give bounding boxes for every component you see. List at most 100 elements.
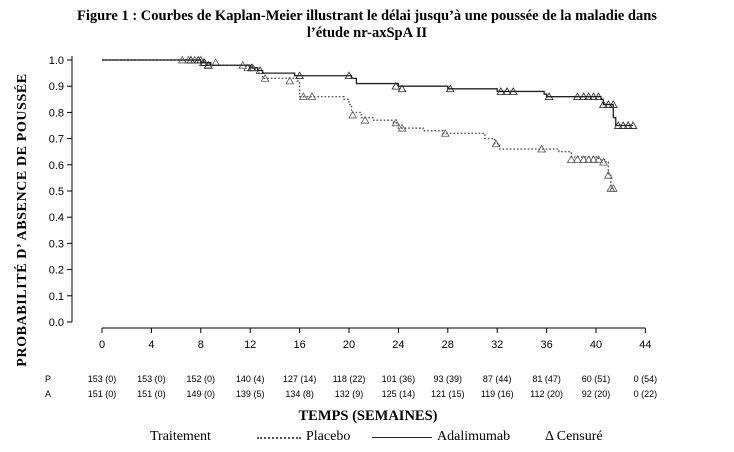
x-tick-label: 12 — [244, 339, 256, 351]
risk-cell: 0 (22) — [634, 389, 658, 399]
censored-marker-adalimumab — [628, 121, 638, 129]
censored-marker-adalimumab — [613, 121, 623, 129]
y-tick-label: 0.9 — [49, 81, 64, 93]
censored-marker-placebo — [594, 155, 603, 163]
censored-marker-placebo — [298, 92, 308, 101]
censored-marker-placebo — [260, 73, 270, 82]
censored-marker-placebo — [537, 144, 547, 153]
risk-cell: 119 (16) — [481, 389, 514, 399]
censored-marker-adalimumab — [584, 92, 594, 101]
censored-marker-adalimumab — [579, 92, 589, 101]
censored-marker-placebo — [307, 92, 317, 101]
legend-adalimumab-swatch — [372, 437, 432, 438]
censored-marker-adalimumab — [344, 71, 354, 80]
x-tick-label: 8 — [198, 339, 204, 351]
x-tick-label: 0 — [99, 339, 105, 351]
x-axis: 0 4 8 12 16 20 24 28 32 36 40 44 — [99, 327, 652, 351]
censored-marker-placebo — [397, 123, 407, 132]
x-tick-label: 28 — [442, 339, 454, 351]
risk-cell: 92 (20) — [582, 389, 611, 399]
y-tick-label: 0.1 — [49, 291, 64, 303]
figure-title-line-1: Figure 1 : Courbes de Kaplan-Meier illus… — [77, 8, 657, 24]
y-tick-label: 0.0 — [49, 317, 64, 329]
censored-marker-adalimumab — [391, 81, 401, 90]
y-tick-label: 0.4 — [49, 212, 64, 224]
legend-placebo-swatch — [257, 437, 301, 439]
y-tick-label: 0.5 — [49, 186, 64, 198]
legend: Traitement Placebo Adalimumab Δ Censuré — [0, 428, 734, 446]
censored-marker-adalimumab — [598, 100, 608, 108]
censored-marker-placebo — [566, 155, 576, 163]
y-tick-label: 0.3 — [49, 238, 64, 250]
censored-marker-adalimumab — [508, 87, 518, 95]
censored-marker-placebo — [584, 155, 594, 163]
legend-placebo-label: Placebo — [306, 429, 351, 444]
censored-marker-placebo — [391, 118, 401, 127]
censored-marker-adalimumab — [618, 121, 628, 129]
legend-title: Traitement — [150, 429, 211, 444]
censored-marker-adalimumab — [573, 92, 582, 101]
risk-cell: 132 (9) — [335, 389, 364, 399]
risk-row-label: P — [45, 374, 51, 384]
series-line-adalimumab — [102, 59, 634, 127]
censored-marker-adalimumab — [544, 92, 554, 101]
risk-cell: 153 (0) — [137, 374, 166, 384]
x-tick-label: 40 — [590, 339, 602, 351]
censored-marker-placebo — [579, 155, 589, 163]
risk-cell: 60 (51) — [582, 374, 611, 384]
legend-censored-label: Δ Censuré — [545, 429, 603, 444]
risk-cell: 87 (44) — [483, 374, 512, 384]
risk-cell: 134 (8) — [285, 389, 314, 399]
censored-marker-adalimumab — [397, 84, 407, 93]
y-tick-label: 0.6 — [49, 160, 64, 172]
risk-cell: 153 (0) — [88, 374, 117, 384]
censored-marker-adalimumab — [496, 87, 506, 95]
series-line-placebo — [102, 59, 614, 190]
x-tick-label: 36 — [540, 339, 552, 351]
x-tick-label: 4 — [148, 339, 154, 351]
censored-marker-adalimumab — [203, 60, 213, 69]
risk-cell: 112 (20) — [530, 389, 563, 399]
risk-cell: 151 (0) — [137, 389, 166, 399]
risk-cell: 121 (15) — [431, 389, 465, 399]
legend-adalimumab-label: Adalimumab — [437, 429, 511, 444]
x-axis-label: TEMPS (SEMAINES) — [299, 408, 438, 424]
risk-cell: 118 (22) — [333, 374, 366, 384]
censored-marker-placebo — [360, 115, 370, 124]
censored-marker-placebo — [440, 128, 450, 137]
y-tick-label: 0.2 — [49, 265, 64, 277]
censored-marker-adalimumab — [193, 55, 203, 64]
km-chart: 0.00.10.20.30.40.50.60.70.80.91.0 0 4 8 12 1… — [13, 55, 657, 424]
censored-marker-adalimumab — [445, 84, 455, 93]
censored-marker-placebo — [285, 76, 295, 85]
y-tick-label: 0.7 — [49, 134, 64, 146]
risk-cell: 149 (0) — [187, 389, 216, 399]
censored-marker-placebo — [491, 139, 501, 148]
risk-cell: 93 (39) — [434, 374, 463, 384]
censored-marker-placebo — [603, 170, 613, 179]
risk-cell: 140 (4) — [236, 374, 265, 384]
series-layer — [102, 55, 638, 192]
risk-row-label: A — [45, 389, 51, 399]
censored-marker-placebo — [348, 110, 358, 119]
x-tick-label: 44 — [639, 339, 651, 351]
risk-cell: 152 (0) — [187, 374, 216, 384]
risk-table: P 153 (0) 153 (0) 152 (0) 140 (4) 127 (14) 118… — [45, 374, 657, 399]
x-tick-label: 16 — [293, 339, 305, 351]
risk-cell: 101 (36) — [382, 374, 416, 384]
censored-marker-placebo — [598, 157, 608, 166]
risk-cell: 81 (47) — [532, 374, 561, 384]
censored-marker-adalimumab — [623, 121, 633, 129]
y-tick-label: 1.0 — [49, 55, 64, 67]
censored-marker-adalimumab — [255, 66, 265, 74]
y-axis-label: PROBABILITÉ D’ ABSENCE DE POUSSÉE — [13, 73, 30, 366]
censored-marker-adalimumab — [186, 55, 196, 64]
censored-marker-adalimumab — [608, 100, 618, 108]
risk-cell: 125 (14) — [382, 389, 416, 399]
figure-title: Figure 1 : Courbes de Kaplan-Meier illus… — [10, 8, 724, 42]
censored-marker-placebo — [573, 155, 582, 163]
censored-marker-adalimumab — [594, 92, 603, 101]
censored-marker-placebo — [608, 184, 618, 192]
x-tick-label: 32 — [491, 339, 503, 351]
censored-marker-placebo — [589, 155, 598, 163]
